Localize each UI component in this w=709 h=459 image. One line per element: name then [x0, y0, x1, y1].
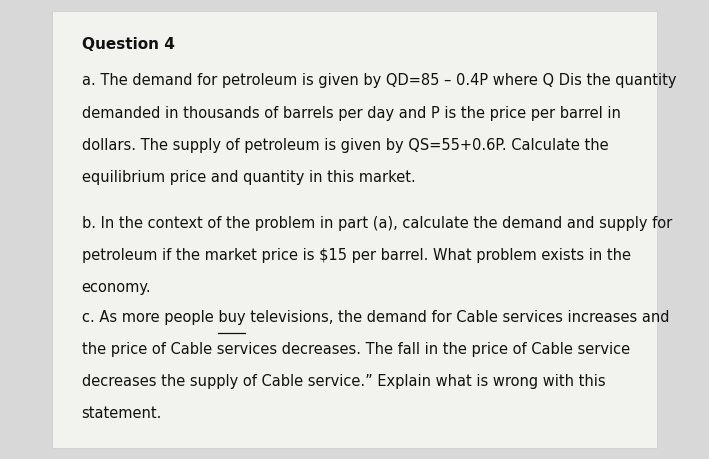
Text: c. As more people buy televisions, the demand for Cable services increases and: c. As more people buy televisions, the d…	[82, 310, 669, 325]
Text: demanded in thousands of barrels per day and P is the price per barrel in: demanded in thousands of barrels per day…	[82, 106, 620, 121]
Text: b. In the context of the problem in part (a), calculate the demand and supply fo: b. In the context of the problem in part…	[82, 216, 672, 231]
Text: a. The demand for petroleum is given by QD=85 – 0.4P where Q Dis the quantity: a. The demand for petroleum is given by …	[82, 73, 676, 89]
Text: economy.: economy.	[82, 280, 151, 295]
Text: statement.: statement.	[82, 406, 162, 421]
Text: petroleum if the market price is $15 per barrel. What problem exists in the: petroleum if the market price is $15 per…	[82, 248, 630, 263]
Text: dollars. The supply of petroleum is given by QS=55+0.6P. Calculate the: dollars. The supply of petroleum is give…	[82, 138, 608, 153]
Text: decreases the supply of Cable service.” Explain what is wrong with this: decreases the supply of Cable service.” …	[82, 374, 605, 389]
Text: the price of Cable services decreases. The fall in the price of Cable service: the price of Cable services decreases. T…	[82, 342, 630, 357]
Text: Question 4: Question 4	[82, 37, 174, 52]
Text: equilibrium price and quantity in this market.: equilibrium price and quantity in this m…	[82, 170, 415, 185]
